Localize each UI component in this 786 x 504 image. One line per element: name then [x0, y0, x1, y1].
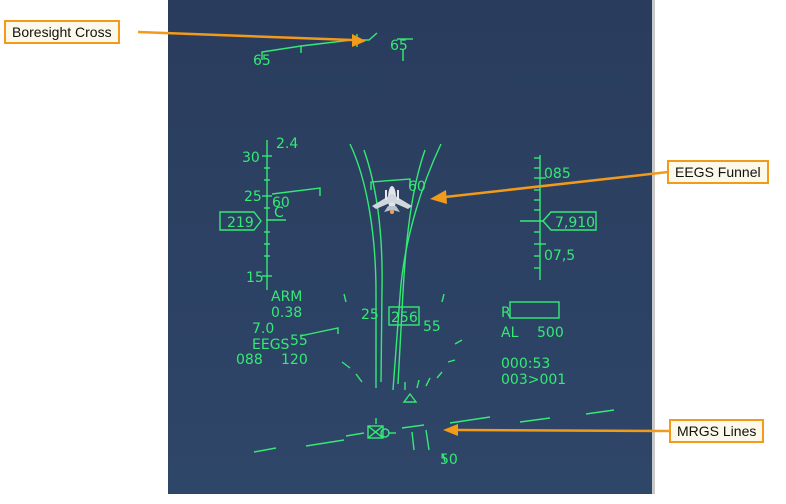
hud-shadow-right — [652, 0, 655, 494]
speed-ladder: 30 25 15 2.4 60 C — [242, 136, 321, 290]
callout-eegs-funnel: EEGS Funnel — [667, 160, 769, 184]
heading-left-label: 65 — [253, 53, 271, 69]
eegs-funnel: 60 — [349, 143, 442, 391]
boresight-cross: 65 — [356, 32, 413, 61]
bottom-left-b: 120 — [281, 352, 308, 368]
airspeed-value: 219 — [227, 215, 254, 231]
pitch-label-15: 15 — [246, 270, 264, 286]
range-left-value: 25 — [361, 307, 379, 323]
altitude-box: 7,910 — [542, 211, 597, 231]
time-line-1: 000:53 — [501, 356, 550, 372]
ladder-small-a: 60 — [272, 195, 290, 211]
callout-leaders — [137, 30, 671, 436]
g-load-label: 2.4 — [276, 136, 298, 152]
range-indicator: 25 256 55 — [341, 293, 463, 403]
arm-label: ARM — [271, 289, 302, 305]
altitude-scale: 085 07,5 — [520, 155, 575, 280]
target-aircraft — [372, 186, 412, 214]
eegs-mode-label: EEGS — [252, 337, 290, 353]
airspeed-box: 219 — [219, 211, 262, 231]
pitch-label-30: 30 — [242, 150, 260, 166]
right-data-block: R AL 500 000:53 003>001 — [501, 301, 566, 388]
al-label: AL — [501, 325, 519, 341]
time-line-2: 003>001 — [501, 372, 566, 388]
altitude-scale-top: 085 — [544, 166, 571, 182]
callout-boresight-cross: Boresight Cross — [4, 20, 120, 44]
eegs-mode-value: 55 — [290, 333, 308, 349]
altitude-scale-bottom: 07,5 — [544, 248, 575, 264]
radar-label: R — [501, 305, 511, 321]
ladder-small-b: C — [274, 205, 284, 221]
mrgs-pipper — [367, 418, 396, 439]
al-value: 500 — [537, 325, 564, 341]
left-data-block: ARM 0.38 7.0 EEGS 55 088 120 — [236, 289, 339, 368]
bottom-left-a: 088 — [236, 352, 263, 368]
altitude-value: 7,910 — [555, 215, 595, 231]
hud-background — [168, 0, 652, 494]
callout-mrgs-lines: MRGS Lines — [669, 419, 765, 443]
mach-value: 0.38 — [271, 305, 302, 321]
mrgs-bottom-tick: 50 — [440, 452, 458, 468]
g-max-value: 7.0 — [252, 321, 274, 337]
pitch-label-25: 25 — [244, 189, 262, 205]
range-box-value: 256 — [391, 310, 418, 326]
heading-right-label: 65 — [390, 38, 408, 54]
range-right-value: 55 — [423, 319, 441, 335]
mrgs-lines: 50 — [253, 409, 615, 468]
funnel-label: 60 — [408, 179, 426, 195]
